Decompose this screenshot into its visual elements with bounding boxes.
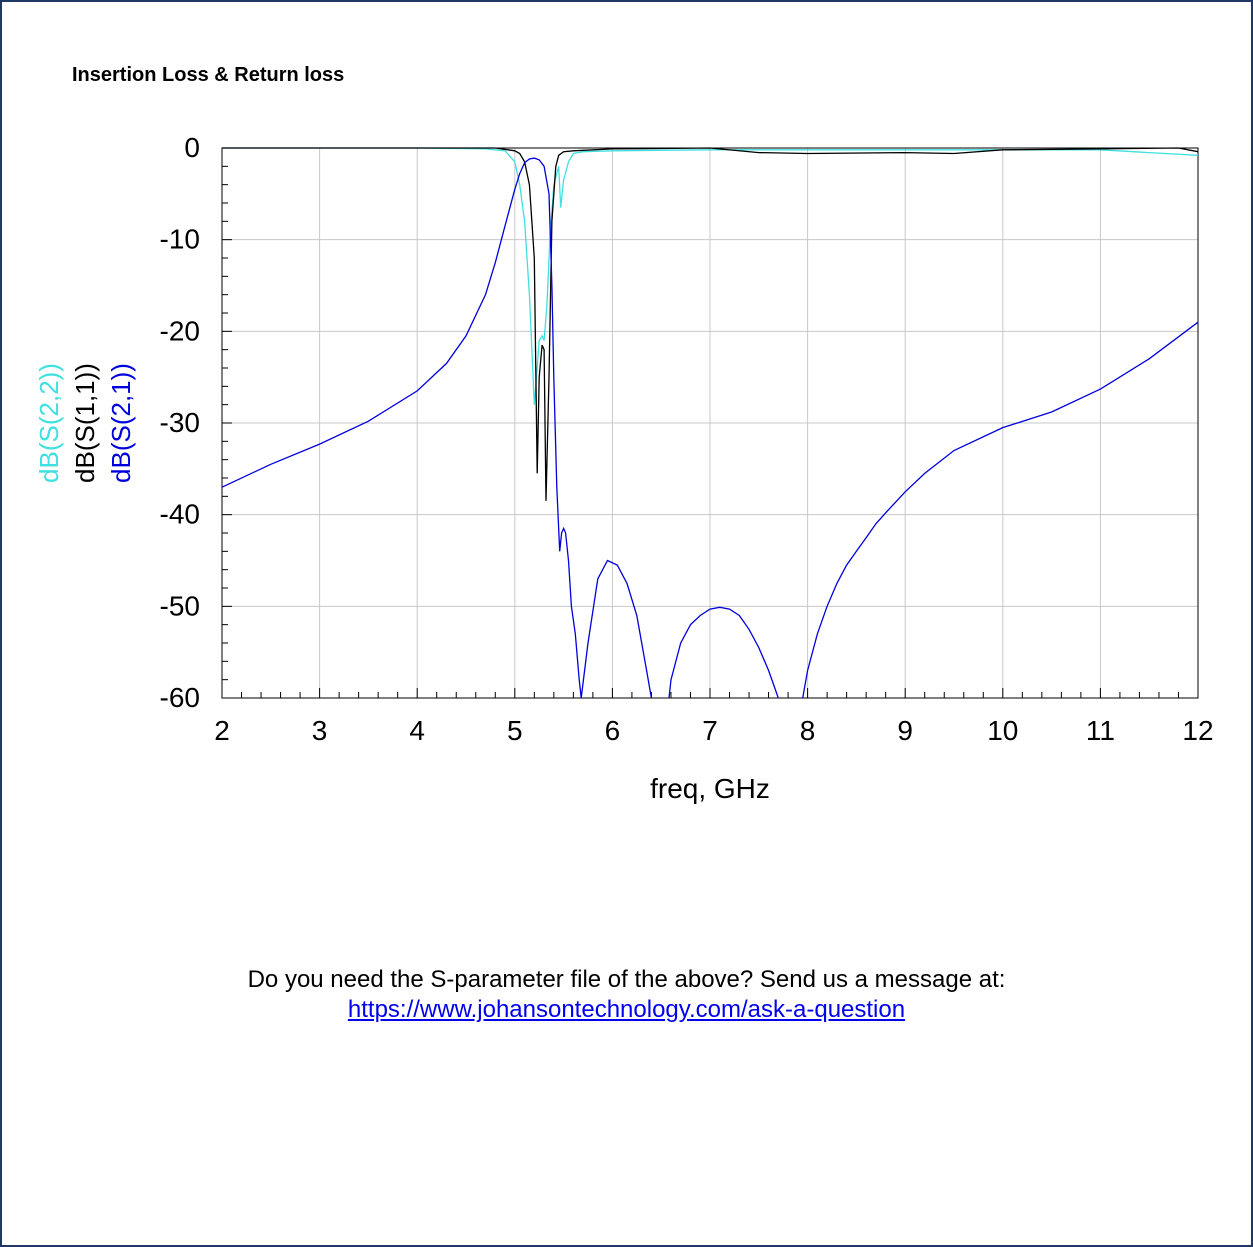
x-tick-label: 3	[312, 715, 328, 746]
footer-text: Do you need the S-parameter file of the …	[247, 966, 1006, 993]
series-line-3	[668, 606, 779, 699]
x-tick-labels: 2 3 4 5 6 7 8 9 10 11 12	[214, 715, 1213, 746]
series-lines	[221, 147, 1199, 699]
x-tick-label: 12	[1182, 715, 1213, 746]
x-tick-label: 7	[702, 715, 718, 746]
x-tick-label: 11	[1086, 715, 1115, 746]
x-tick-label: 10	[987, 715, 1018, 746]
x-axis-label: freq, GHz	[650, 773, 770, 804]
legend-entry: dB(S(1,1))	[70, 363, 100, 483]
series-line-2	[222, 147, 1199, 501]
y-tick-label: -10	[160, 224, 200, 255]
grid	[221, 147, 1199, 699]
y-tick-label: -30	[160, 407, 200, 438]
minor-ticks	[221, 147, 1199, 699]
footer-link[interactable]: https://www.johansontechnology.com/ask-a…	[347, 996, 906, 1023]
y-tick-label: -40	[160, 499, 200, 530]
y-tick-labels: 0 -10 -20 -30 -40 -50 -60	[160, 132, 200, 713]
series-line-3	[221, 157, 653, 699]
x-tick-label: 8	[800, 715, 816, 746]
legend-entry: dB(S(2,1))	[106, 363, 136, 483]
x-tick-label: 5	[507, 715, 523, 746]
legend-entry: dB(S(2,2))	[34, 363, 64, 483]
y-tick-label: -60	[160, 682, 200, 713]
chart: 0 -10 -20 -30 -40 -50 -60 2 3 4 5 6 7 8 9 10 11 12 freq,…	[34, 132, 1214, 804]
chart-title: Insertion Loss & Return loss	[72, 64, 345, 86]
y-tick-label: -20	[160, 315, 200, 346]
legend: dB(S(2,2)) dB(S(1,1)) dB(S(2,1))	[34, 363, 136, 483]
y-tick-label: -50	[160, 590, 200, 621]
x-tick-label: 4	[409, 715, 425, 746]
series-line-3	[802, 321, 1199, 699]
x-tick-label: 9	[897, 715, 913, 746]
footer-link-wrap: https://www.johansontechnology.com/ask-a…	[0, 996, 1253, 1024]
x-tick-label: 6	[605, 715, 621, 746]
x-tick-label: 2	[214, 715, 230, 746]
y-tick-label: 0	[184, 132, 200, 163]
